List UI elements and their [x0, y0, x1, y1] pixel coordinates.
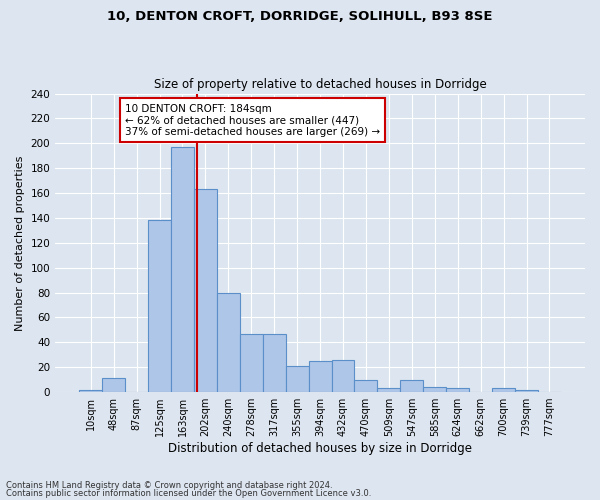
Text: Contains public sector information licensed under the Open Government Licence v3: Contains public sector information licen… [6, 488, 371, 498]
Bar [377, 388, 400, 392]
Y-axis label: Number of detached properties: Number of detached properties [15, 155, 25, 330]
Title: Size of property relative to detached houses in Dorridge: Size of property relative to detached ho… [154, 78, 487, 91]
Bar [515, 390, 538, 392]
Bar [240, 334, 263, 392]
Bar [446, 388, 469, 392]
Bar [217, 292, 240, 392]
Bar [286, 366, 308, 392]
Text: 10, DENTON CROFT, DORRIDGE, SOLIHULL, B93 8SE: 10, DENTON CROFT, DORRIDGE, SOLIHULL, B9… [107, 10, 493, 23]
Bar [102, 378, 125, 392]
Bar [332, 360, 355, 392]
Text: Contains HM Land Registry data © Crown copyright and database right 2024.: Contains HM Land Registry data © Crown c… [6, 481, 332, 490]
X-axis label: Distribution of detached houses by size in Dorridge: Distribution of detached houses by size … [168, 442, 472, 455]
Bar [308, 361, 332, 392]
Bar [79, 390, 102, 392]
Text: 10 DENTON CROFT: 184sqm
← 62% of detached houses are smaller (447)
37% of semi-d: 10 DENTON CROFT: 184sqm ← 62% of detache… [125, 104, 380, 136]
Bar [194, 190, 217, 392]
Bar [171, 147, 194, 392]
Bar [148, 220, 171, 392]
Bar [400, 380, 423, 392]
Bar [423, 387, 446, 392]
Bar [355, 380, 377, 392]
Bar [492, 388, 515, 392]
Bar [263, 334, 286, 392]
